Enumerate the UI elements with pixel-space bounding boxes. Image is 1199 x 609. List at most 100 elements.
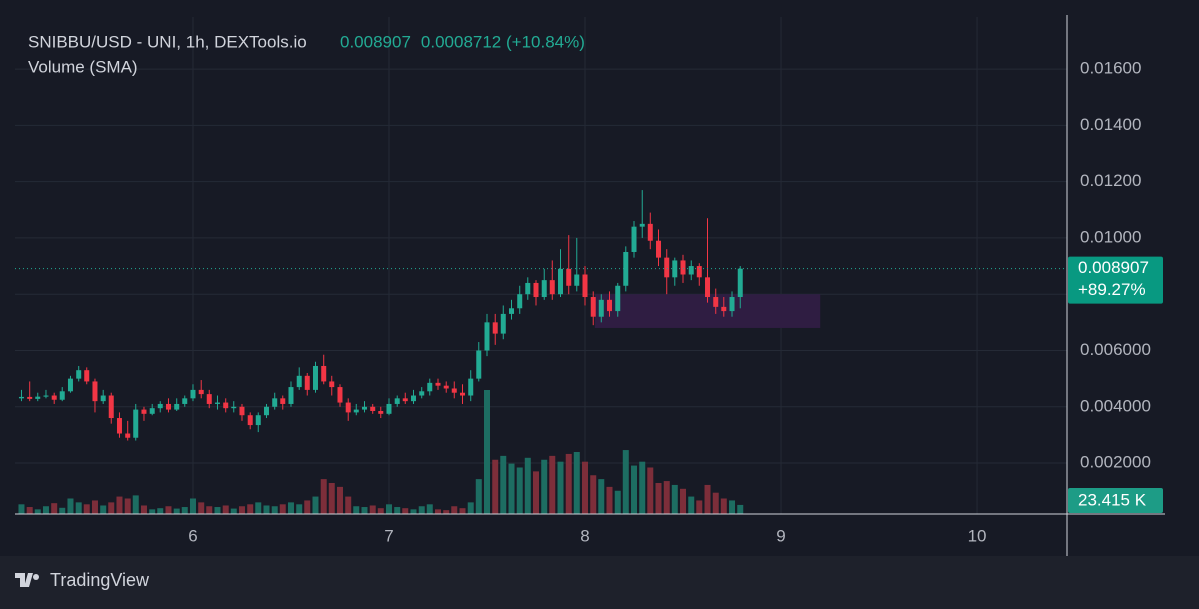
volume-bar: [524, 457, 531, 514]
candle-body: [370, 406, 376, 411]
volume-bar: [328, 483, 335, 514]
volume-bar: [394, 507, 401, 514]
volume-bar: [712, 492, 719, 514]
volume-bar: [247, 504, 254, 514]
x-tick-label: 10: [968, 526, 987, 545]
candle-body: [67, 378, 73, 392]
volume-bar: [149, 509, 156, 514]
volume-bar: [720, 498, 727, 514]
candle-body: [345, 402, 351, 413]
volume-bar: [271, 506, 278, 514]
candle-body: [721, 306, 727, 312]
chart-title: SNIBBU/USD - UNI, 1h, DEXTools.io: [28, 32, 307, 51]
candle-body: [647, 223, 653, 241]
volume-bar: [304, 500, 311, 514]
candle-body: [312, 365, 318, 390]
candle-body: [214, 402, 220, 404]
volume-bar: [402, 508, 409, 514]
volume-badge: [1068, 488, 1163, 513]
candle-body: [76, 370, 82, 379]
candle-body: [402, 398, 408, 402]
volume-bar: [696, 500, 703, 514]
candle-body: [468, 378, 474, 396]
volume-bar: [255, 502, 262, 514]
volume-bar: [590, 475, 597, 514]
y-tick-label: 0.006000: [1080, 340, 1151, 359]
candle-body: [656, 240, 662, 258]
volume-bar: [688, 496, 695, 514]
volume-bar: [704, 484, 711, 514]
candle-body: [35, 396, 41, 399]
volume-bar: [565, 453, 572, 514]
candle-body: [288, 387, 294, 404]
volume-bar: [42, 506, 49, 514]
volume-bar: [647, 467, 654, 514]
y-tick-label: 0.01600: [1080, 59, 1141, 78]
candle-body: [451, 388, 457, 393]
candle-body: [157, 403, 163, 409]
candle-body: [206, 394, 212, 404]
candle-body: [549, 280, 555, 295]
logo-dot: [33, 574, 39, 580]
chart-panel: [0, 0, 1199, 556]
volume-bar: [18, 504, 25, 514]
volume-bar: [34, 509, 41, 514]
candle-body: [231, 406, 237, 409]
candle-body: [582, 274, 588, 298]
x-tick-label: 6: [188, 526, 197, 545]
candle-body: [517, 294, 523, 309]
brand-logo: [15, 573, 39, 587]
candle-body: [427, 382, 433, 392]
candle-body: [116, 418, 122, 434]
candle-body: [607, 299, 613, 312]
candle-body: [125, 433, 131, 438]
x-tick-label: 7: [384, 526, 393, 545]
volume-bar: [336, 486, 343, 514]
volume-bar: [91, 500, 98, 514]
volume-bar: [83, 504, 90, 514]
candle-body: [329, 381, 335, 388]
candle-body: [688, 266, 694, 275]
volume-bar: [451, 506, 458, 514]
candle-body: [435, 382, 441, 386]
volume-bar: [549, 455, 556, 514]
candle-body: [664, 257, 670, 278]
candle-body: [737, 268, 743, 298]
volume-bar: [426, 504, 433, 514]
volume-bar: [140, 505, 147, 514]
candle-body: [410, 395, 416, 402]
volume-bar: [557, 461, 564, 514]
x-tick-label: 9: [776, 526, 785, 545]
volume-bar: [287, 502, 294, 514]
volume-title: Volume (SMA): [28, 57, 138, 76]
candle-body: [476, 350, 482, 379]
y-tick-label: 0.01000: [1080, 227, 1141, 246]
volume-bar: [434, 509, 441, 514]
candle-body: [280, 398, 286, 404]
candle-body: [223, 402, 229, 409]
candle-body: [198, 389, 204, 395]
volume-bar: [51, 503, 58, 514]
volume-bar: [614, 490, 621, 514]
candle-body: [590, 297, 596, 317]
volume-bar: [500, 455, 507, 514]
price-badge: [1068, 256, 1163, 304]
volume-bar: [483, 390, 490, 514]
candle-body: [304, 375, 310, 390]
candle-body: [525, 282, 531, 295]
price-badge-change: +89.27%: [1078, 280, 1146, 299]
candle-body: [705, 277, 711, 298]
brand-name: TradingView: [50, 570, 150, 590]
candle-body: [631, 226, 637, 252]
volume-bar: [214, 507, 221, 514]
volume-bar: [320, 479, 327, 514]
volume-bar: [622, 450, 629, 514]
volume-bar: [132, 495, 139, 514]
volume-bar: [582, 461, 589, 514]
candle-body: [558, 268, 564, 295]
candle-body: [255, 415, 261, 426]
volume-bar: [165, 506, 172, 514]
volume-bar: [639, 461, 646, 514]
